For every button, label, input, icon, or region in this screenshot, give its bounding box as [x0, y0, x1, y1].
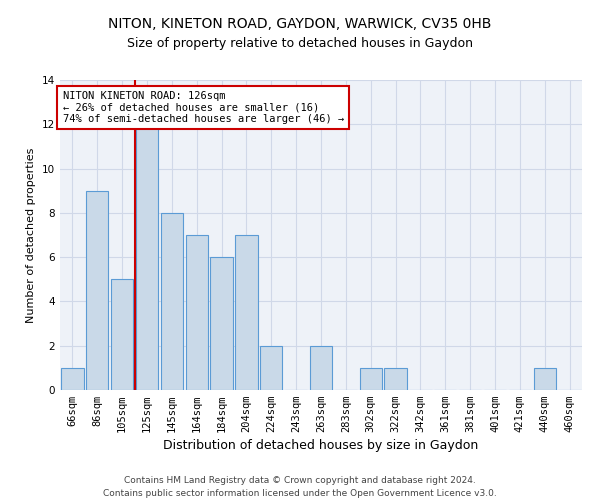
Bar	[310, 346, 332, 390]
Text: NITON KINETON ROAD: 126sqm
← 26% of detached houses are smaller (16)
74% of semi: NITON KINETON ROAD: 126sqm ← 26% of deta…	[62, 91, 344, 124]
Bar	[359, 368, 382, 390]
Bar	[235, 235, 257, 390]
Bar	[533, 368, 556, 390]
Bar	[61, 368, 83, 390]
Bar	[86, 190, 109, 390]
Bar	[260, 346, 283, 390]
Bar	[385, 368, 407, 390]
Text: Contains HM Land Registry data © Crown copyright and database right 2024.
Contai: Contains HM Land Registry data © Crown c…	[103, 476, 497, 498]
Bar	[136, 124, 158, 390]
Bar	[111, 280, 133, 390]
Bar	[161, 213, 183, 390]
Text: Size of property relative to detached houses in Gaydon: Size of property relative to detached ho…	[127, 38, 473, 51]
Bar	[211, 257, 233, 390]
Y-axis label: Number of detached properties: Number of detached properties	[26, 148, 37, 322]
Bar	[185, 235, 208, 390]
Text: NITON, KINETON ROAD, GAYDON, WARWICK, CV35 0HB: NITON, KINETON ROAD, GAYDON, WARWICK, CV…	[109, 18, 491, 32]
X-axis label: Distribution of detached houses by size in Gaydon: Distribution of detached houses by size …	[163, 440, 479, 452]
